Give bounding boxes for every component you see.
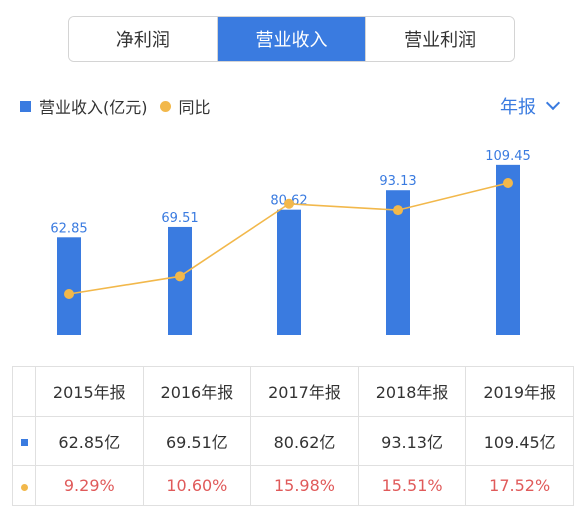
table-cell: 109.45亿 <box>465 415 574 467</box>
bar-series-marker <box>20 439 28 447</box>
bar-data-label: 69.51 <box>161 211 198 226</box>
table-cell: 69.51亿 <box>142 415 252 467</box>
chart-legend: 营业收入(亿元) 同比 <box>20 94 211 118</box>
tab-net-profit[interactable]: 净利润 <box>69 17 217 61</box>
table-cell: 93.13亿 <box>357 415 467 467</box>
bar-legend-marker <box>20 100 31 112</box>
table-header-cell: 2017年报 <box>250 366 359 417</box>
table-cell: 17.52% <box>465 465 574 506</box>
line-series-marker <box>20 484 28 492</box>
revenue-bar <box>57 237 81 335</box>
bar-data-label: 93.13 <box>379 174 416 189</box>
table-cell: 62.85亿 <box>35 415 144 467</box>
growth-point <box>503 178 513 188</box>
table-header-row: 2015年报 2016年报 2017年报 2018年报 2019年报 <box>12 366 574 417</box>
line-legend-label: 同比 <box>178 98 211 117</box>
table-cell: 15.51% <box>357 465 467 506</box>
bar-data-label: 109.45 <box>485 149 531 164</box>
tab-operating-profit[interactable]: 营业利润 <box>365 17 514 61</box>
table-corner-cell <box>12 366 36 417</box>
growth-point <box>175 271 185 282</box>
bar-data-label: 62.85 <box>50 221 87 236</box>
table-cell: 9.29% <box>35 465 144 506</box>
table-row-revenue: 62.85亿 69.51亿 80.62亿 93.13亿 109.45亿 <box>12 415 574 467</box>
growth-point <box>64 289 74 299</box>
line-legend-marker <box>159 100 171 112</box>
tab-revenue[interactable]: 营业收入 <box>216 17 366 61</box>
growth-row-marker <box>12 465 36 506</box>
period-selector[interactable]: 年报 <box>500 94 561 118</box>
bar-legend-label: 营业收入(亿元) <box>39 98 148 117</box>
table-cell: 10.60% <box>142 465 252 506</box>
revenue-bar <box>277 209 301 335</box>
table-header-cell: 2016年报 <box>142 366 252 417</box>
table-row-growth: 9.29% 10.60% 15.98% 15.51% 17.52% <box>12 465 574 506</box>
table-cell: 15.98% <box>250 465 359 506</box>
table-header-cell: 2018年报 <box>357 366 467 417</box>
table-header-cell: 2015年报 <box>35 366 144 417</box>
table-header-cell: 2019年报 <box>465 366 574 417</box>
chevron-down-icon <box>545 95 561 111</box>
data-table: 2015年报 2016年报 2017年报 2018年报 2019年报 62.85… <box>12 366 574 506</box>
period-selector-label: 年报 <box>500 97 536 118</box>
table-cell: 80.62亿 <box>250 415 359 467</box>
revenue-row-marker <box>12 415 36 467</box>
metric-tabs: 净利润 营业收入 营业利润 <box>68 16 515 62</box>
growth-point <box>284 198 294 209</box>
revenue-bar <box>496 164 520 335</box>
growth-point <box>393 205 403 216</box>
